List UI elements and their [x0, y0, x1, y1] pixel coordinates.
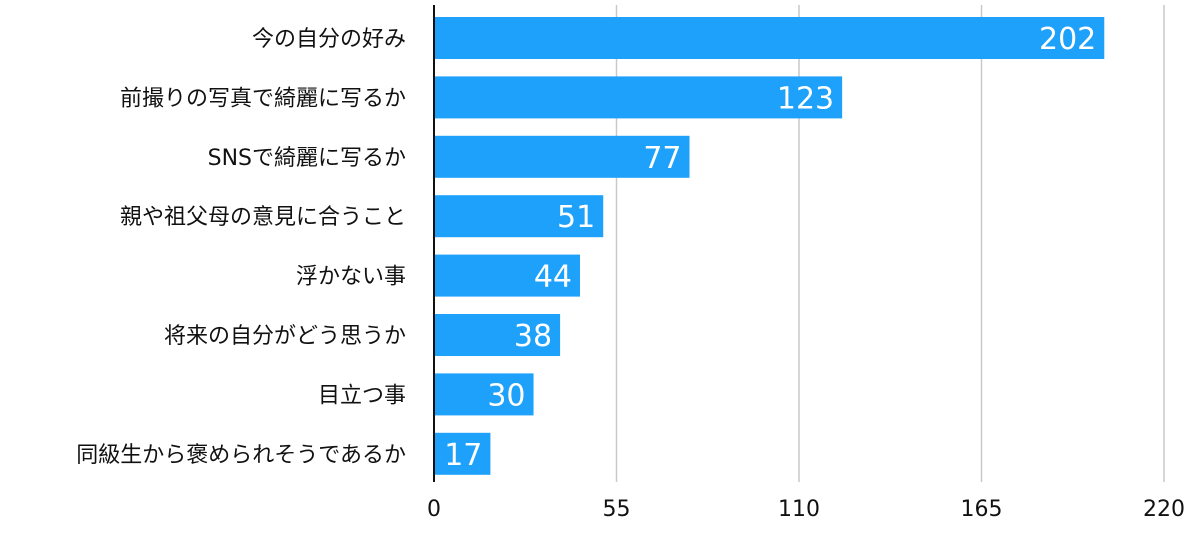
bar-value-label: 202	[1039, 22, 1096, 57]
x-axis-ticks: 0 55 110 165 220	[427, 497, 1185, 522]
bar-value-label: 38	[514, 319, 552, 354]
category-label: 浮かない事	[296, 265, 406, 290]
category-label: SNSで綺麗に写るか	[208, 146, 406, 171]
bar	[434, 432, 491, 475]
bar	[434, 373, 534, 416]
bar	[434, 254, 580, 297]
bar-value-label: 51	[557, 200, 595, 235]
bar	[434, 76, 843, 119]
category-label: 親や祖父母の意見に合うこと	[120, 205, 406, 230]
category-label: 今の自分の好み	[252, 27, 406, 52]
bar-value-label: 17	[444, 438, 482, 473]
category-label: 目立つ事	[318, 383, 406, 408]
x-tick-label: 220	[1143, 497, 1185, 522]
category-label: 将来の自分がどう思うか	[164, 324, 406, 349]
category-label: 同級生から褒められそうであるか	[76, 443, 406, 468]
bar-value-label: 123	[777, 81, 834, 116]
x-tick-label: 55	[603, 497, 631, 522]
bar	[434, 314, 561, 356]
bar-value-label: 30	[487, 378, 525, 413]
bar-value-label: 77	[643, 141, 681, 176]
bar	[434, 17, 1105, 59]
bar	[434, 135, 690, 178]
x-tick-label: 165	[961, 497, 1003, 522]
bar-value-label: 44	[534, 260, 572, 295]
bar	[434, 195, 604, 238]
x-tick-label: 0	[427, 497, 441, 522]
category-label: 前撮りの写真で綺麗に写るか	[120, 86, 406, 111]
x-tick-label: 110	[778, 497, 820, 522]
